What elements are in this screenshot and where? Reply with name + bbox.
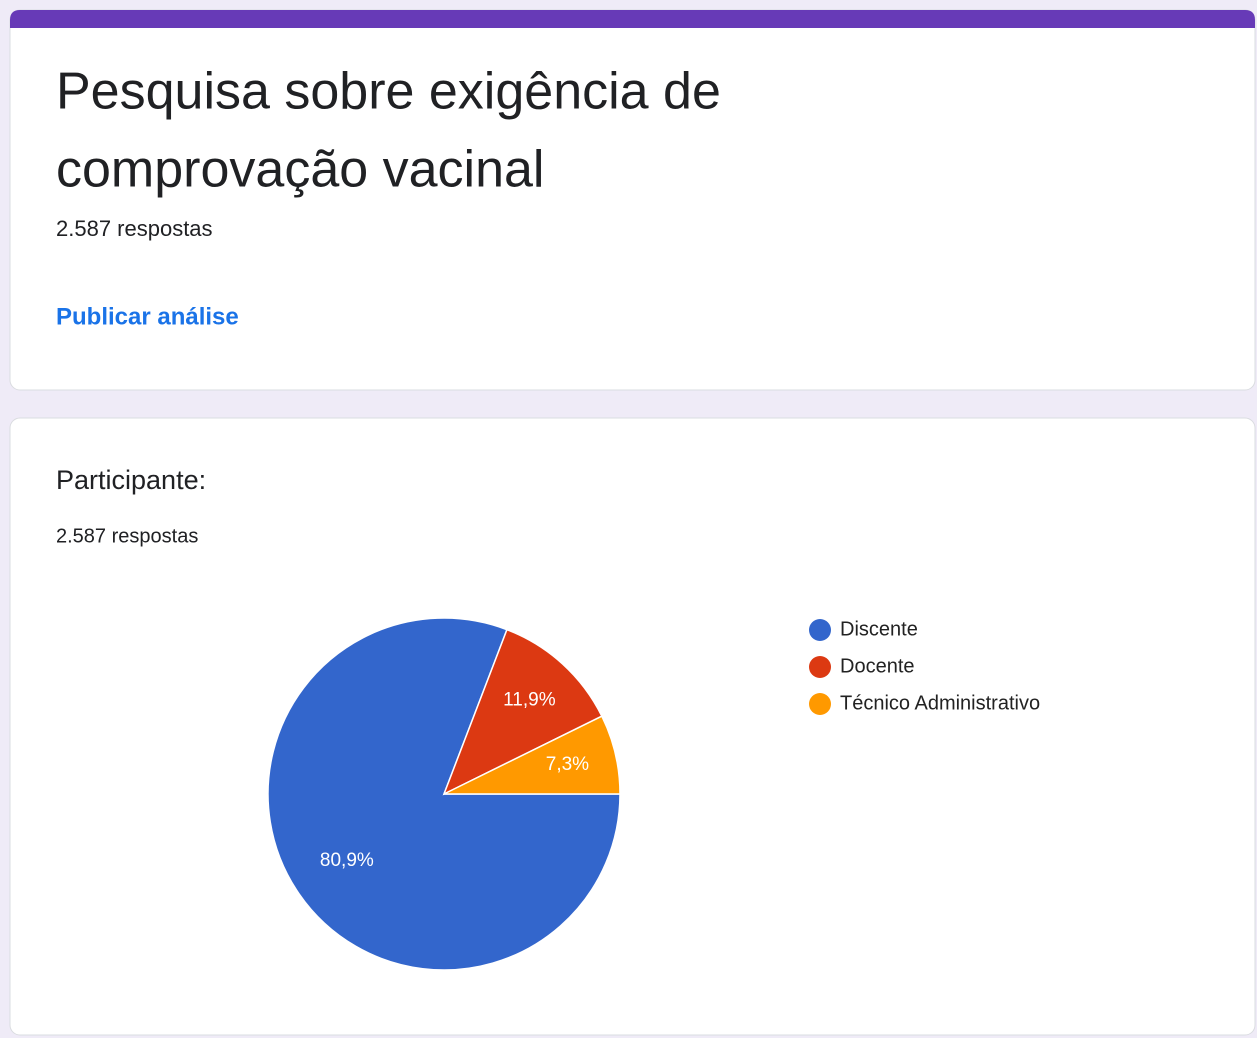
legend-label: Técnico Administrativo <box>840 692 1040 714</box>
form-title: Pesquisa sobre exigência de <box>56 63 721 121</box>
form-title: comprovação vacinal <box>56 141 544 199</box>
legend-swatch <box>809 693 831 715</box>
chart-title: Participante: <box>56 465 206 495</box>
pie-chart: 80,9% 11,9% 7,3% Discente Docente Técnico Adm… <box>267 617 1040 971</box>
response-count: 2.587 respostas <box>56 216 213 241</box>
pie-slice <box>443 715 621 795</box>
publish-link[interactable]: Publicar análise <box>56 303 239 330</box>
slice-label: 7,3% <box>546 754 589 775</box>
question-card <box>9 417 1256 1036</box>
pie-slice <box>442 628 603 796</box>
slice-label: 11,9% <box>503 689 556 710</box>
legend-label: Docente <box>840 655 915 677</box>
legend-label: Discente <box>840 618 918 640</box>
slice-label: 80,9% <box>320 850 374 871</box>
chart-subtitle: 2.587 respostas <box>56 525 198 547</box>
legend-swatch <box>809 619 831 641</box>
legend-swatch <box>809 656 831 678</box>
header-accent <box>10 10 1255 28</box>
